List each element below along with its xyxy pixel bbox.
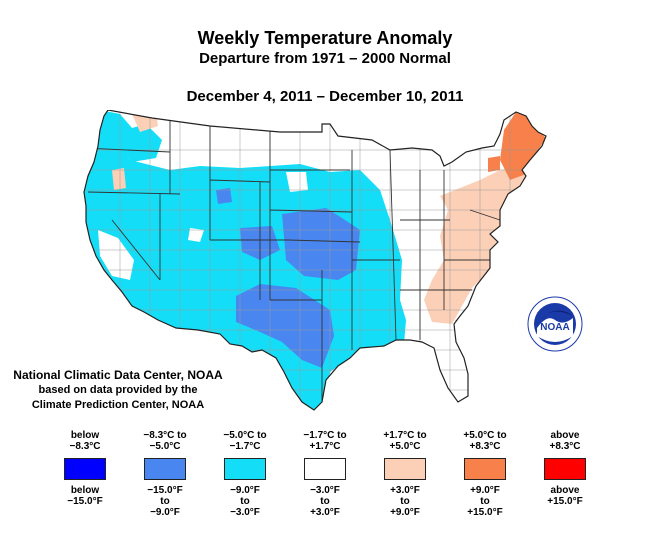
legend-celsius: −1.7°C to +1.7°C <box>303 430 347 452</box>
legend: below −8.3°C below −15.0°F −8.3°C to −5.… <box>45 430 605 530</box>
legend-fahrenheit: −9.0°F to −3.0°F <box>230 485 260 518</box>
legend-celsius: −8.3°C to −5.0°C <box>143 430 187 452</box>
slightly-below-normal-nw-region <box>96 110 162 162</box>
legend-fahrenheit: −15.0°F to −9.0°F <box>147 485 183 518</box>
state-borders <box>84 110 501 410</box>
credit-block: National Climatic Data Center, NOAA base… <box>8 368 228 413</box>
near-normal-montana-region <box>220 134 316 162</box>
map-title: Weekly Temperature Anomaly <box>197 28 453 48</box>
legend-swatch <box>64 458 106 480</box>
legend-fahrenheit: +9.0°F to +15.0°F <box>467 485 503 518</box>
legend-swatch <box>304 458 346 480</box>
legend-swatch <box>464 458 506 480</box>
noaa-logo-icon: NOAA <box>527 296 583 352</box>
near-normal-utah-region <box>188 228 204 242</box>
legend-item: −1.7°C to +1.7°C −3.0°F to +3.0°F <box>285 430 365 518</box>
legend-fahrenheit: above +15.0°F <box>547 485 583 507</box>
credit-line3: Climate Prediction Center, NOAA <box>31 399 205 411</box>
above-normal-vermont-region <box>488 156 500 172</box>
map-subtitle: Departure from 1971 – 2000 Normal <box>199 50 451 67</box>
date-range: December 4, 2011 – December 10, 2011 <box>186 88 464 105</box>
legend-celsius: +5.0°C to +8.3°C <box>463 430 507 452</box>
legend-item: below −8.3°C below −15.0°F <box>45 430 125 507</box>
legend-swatch <box>544 458 586 480</box>
legend-fahrenheit: +3.0°F to +9.0°F <box>390 485 420 518</box>
legend-item: +1.7°C to +5.0°C +3.0°F to +9.0°F <box>365 430 445 518</box>
credit-line2: based on data provided by the <box>38 384 198 396</box>
near-normal-california-region <box>98 230 134 280</box>
legend-swatch <box>144 458 186 480</box>
below-normal-kansas-region <box>282 208 360 280</box>
near-normal-idaho-region <box>166 134 200 160</box>
legend-swatch <box>224 458 266 480</box>
below-normal-wyoming-region <box>216 188 232 204</box>
legend-fahrenheit: −3.0°F to +3.0°F <box>310 485 340 518</box>
legend-celsius: below −8.3°C <box>69 430 101 452</box>
near-normal-dakota-region <box>286 172 308 192</box>
legend-item: +5.0°C to +8.3°C +9.0°F to +15.0°F <box>445 430 525 518</box>
below-normal-southwest-region <box>236 284 334 368</box>
noaa-logo-text: NOAA <box>540 322 569 333</box>
us-temperature-anomaly-map <box>83 110 547 411</box>
legend-celsius: above +8.3°C <box>549 430 581 452</box>
slightly-above-oregon-region <box>112 168 126 190</box>
legend-item: above +8.3°C above +15.0°F <box>525 430 605 507</box>
legend-item: −8.3°C to −5.0°C −15.0°F to −9.0°F <box>125 430 205 518</box>
legend-fahrenheit: below −15.0°F <box>67 485 103 507</box>
legend-swatch <box>384 458 426 480</box>
legend-celsius: +1.7°C to +5.0°C <box>383 430 427 452</box>
legend-item: −5.0°C to −1.7°C −9.0°F to −3.0°F <box>205 430 285 518</box>
legend-celsius: −5.0°C to −1.7°C <box>223 430 267 452</box>
credit-line1: National Climatic Data Center, NOAA <box>13 368 223 382</box>
